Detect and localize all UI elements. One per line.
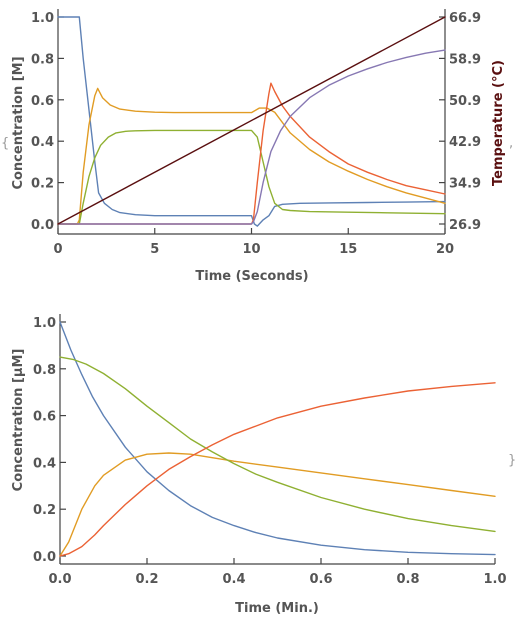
chart1-y-tick-label: 0.2 [31, 177, 54, 192]
chart1-x-tick-label: 15 [339, 242, 357, 257]
chart1-y2-tick-label: 26.9 [449, 218, 481, 233]
chart2-x-tick-label: 0.6 [309, 572, 332, 587]
chart1-x-tick-label: 0 [53, 242, 62, 257]
chart1-y-axis-label: Concentration [M] [11, 56, 26, 189]
chart1-series-temperature-line [57, 16, 446, 225]
chart1-x-tick-label: 10 [242, 242, 260, 257]
chart1-x-axis-label: Time (Seconds) [195, 269, 308, 284]
chart1-y-tick-label: 0.6 [31, 94, 54, 109]
chart2-y-tick-label: 0.6 [33, 410, 56, 425]
comma-glyph: , [509, 136, 513, 151]
chart2-x-axis-label: Time (Min.) [235, 601, 319, 616]
chart1-x-tick-label: 5 [150, 242, 159, 257]
chart1-series-blue-line [57, 16, 446, 227]
chart1-y2-tick-label: 34.9 [449, 177, 481, 192]
chart2-y-tick-label: 1.0 [33, 316, 56, 331]
chart2-series-blue-line [59, 321, 496, 556]
chart2-y-tick-label: 0.8 [33, 363, 56, 378]
chart1-series-red-line [57, 82, 446, 225]
chart2-y-tick-label: 0.2 [33, 503, 56, 518]
chart1-y2-tick-label: 42.9 [449, 135, 481, 150]
chart1-y2-tick-label: 50.9 [449, 94, 481, 109]
chart1-y2-tick-label: 58.9 [449, 52, 481, 67]
chart1-y2-axis-label: Temperature (°C) [491, 60, 506, 186]
left-brace-glyph: { [1, 136, 9, 151]
chart1-y-tick-label: 0.8 [31, 52, 54, 67]
chart1-series-green-line [57, 129, 446, 225]
chart1-y-tick-label: 1.0 [31, 11, 54, 26]
chart2-y-tick-label: 0.0 [33, 550, 56, 565]
chart1-series-purple-line [57, 49, 446, 225]
chart1-x-tick-label: 20 [436, 242, 454, 257]
chart2-y-tick-label: 0.4 [33, 456, 56, 471]
chart1-y-tick-label: 0.0 [31, 218, 54, 233]
chart2-series-red-line [59, 382, 496, 557]
chart1-y2-tick-label: 66.9 [449, 11, 481, 26]
chart1-y-tick-label: 0.4 [31, 135, 54, 150]
chart2-x-tick-label: 1.0 [483, 572, 506, 587]
chart2-y-axis-label: Concentration [μM] [11, 349, 26, 492]
right-brace-glyph: } [508, 453, 516, 468]
chart2-x-tick-label: 0.0 [48, 572, 71, 587]
chart2-series-orange-line [59, 452, 496, 557]
chart2-x-tick-label: 0.2 [135, 572, 158, 587]
chart2-x-tick-label: 0.4 [222, 572, 245, 587]
chart2-x-tick-label: 0.8 [396, 572, 419, 587]
chart2-series-green-line [59, 356, 496, 533]
chart1-series-orange-line [57, 87, 446, 225]
